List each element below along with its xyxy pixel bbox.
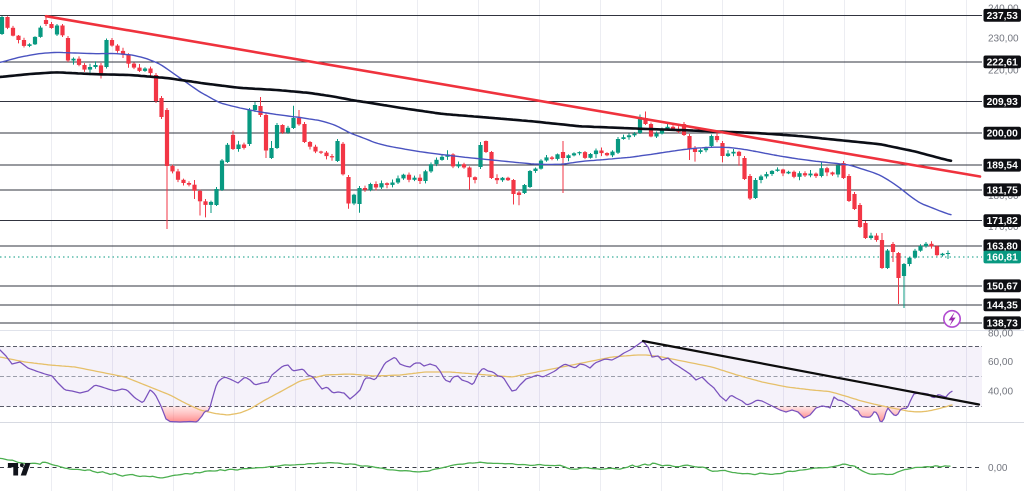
svg-text:138,73: 138,73 <box>987 318 1018 329</box>
svg-text:230,00: 230,00 <box>988 33 1019 44</box>
svg-text:222,61: 222,61 <box>987 57 1018 68</box>
svg-text:200,00: 200,00 <box>987 129 1018 140</box>
svg-text:60,00: 60,00 <box>988 357 1013 368</box>
svg-text:80,00: 80,00 <box>988 328 1013 339</box>
svg-text:180,00: 180,00 <box>988 191 1019 202</box>
svg-text:170,00: 170,00 <box>988 222 1019 233</box>
svg-text:144,35: 144,35 <box>987 300 1018 311</box>
svg-text:160,81: 160,81 <box>987 253 1018 264</box>
svg-text:181,75: 181,75 <box>987 185 1018 196</box>
svg-text:237,53: 237,53 <box>987 11 1018 22</box>
svg-text:163,80: 163,80 <box>987 241 1018 252</box>
svg-text:171,82: 171,82 <box>987 216 1018 227</box>
svg-text:220,00: 220,00 <box>988 65 1019 76</box>
svg-text:0,00: 0,00 <box>988 463 1008 474</box>
svg-text:209,93: 209,93 <box>987 97 1018 108</box>
svg-text:40,00: 40,00 <box>988 387 1013 398</box>
svg-text:150,67: 150,67 <box>987 281 1018 292</box>
svg-text:189,54: 189,54 <box>987 161 1018 172</box>
